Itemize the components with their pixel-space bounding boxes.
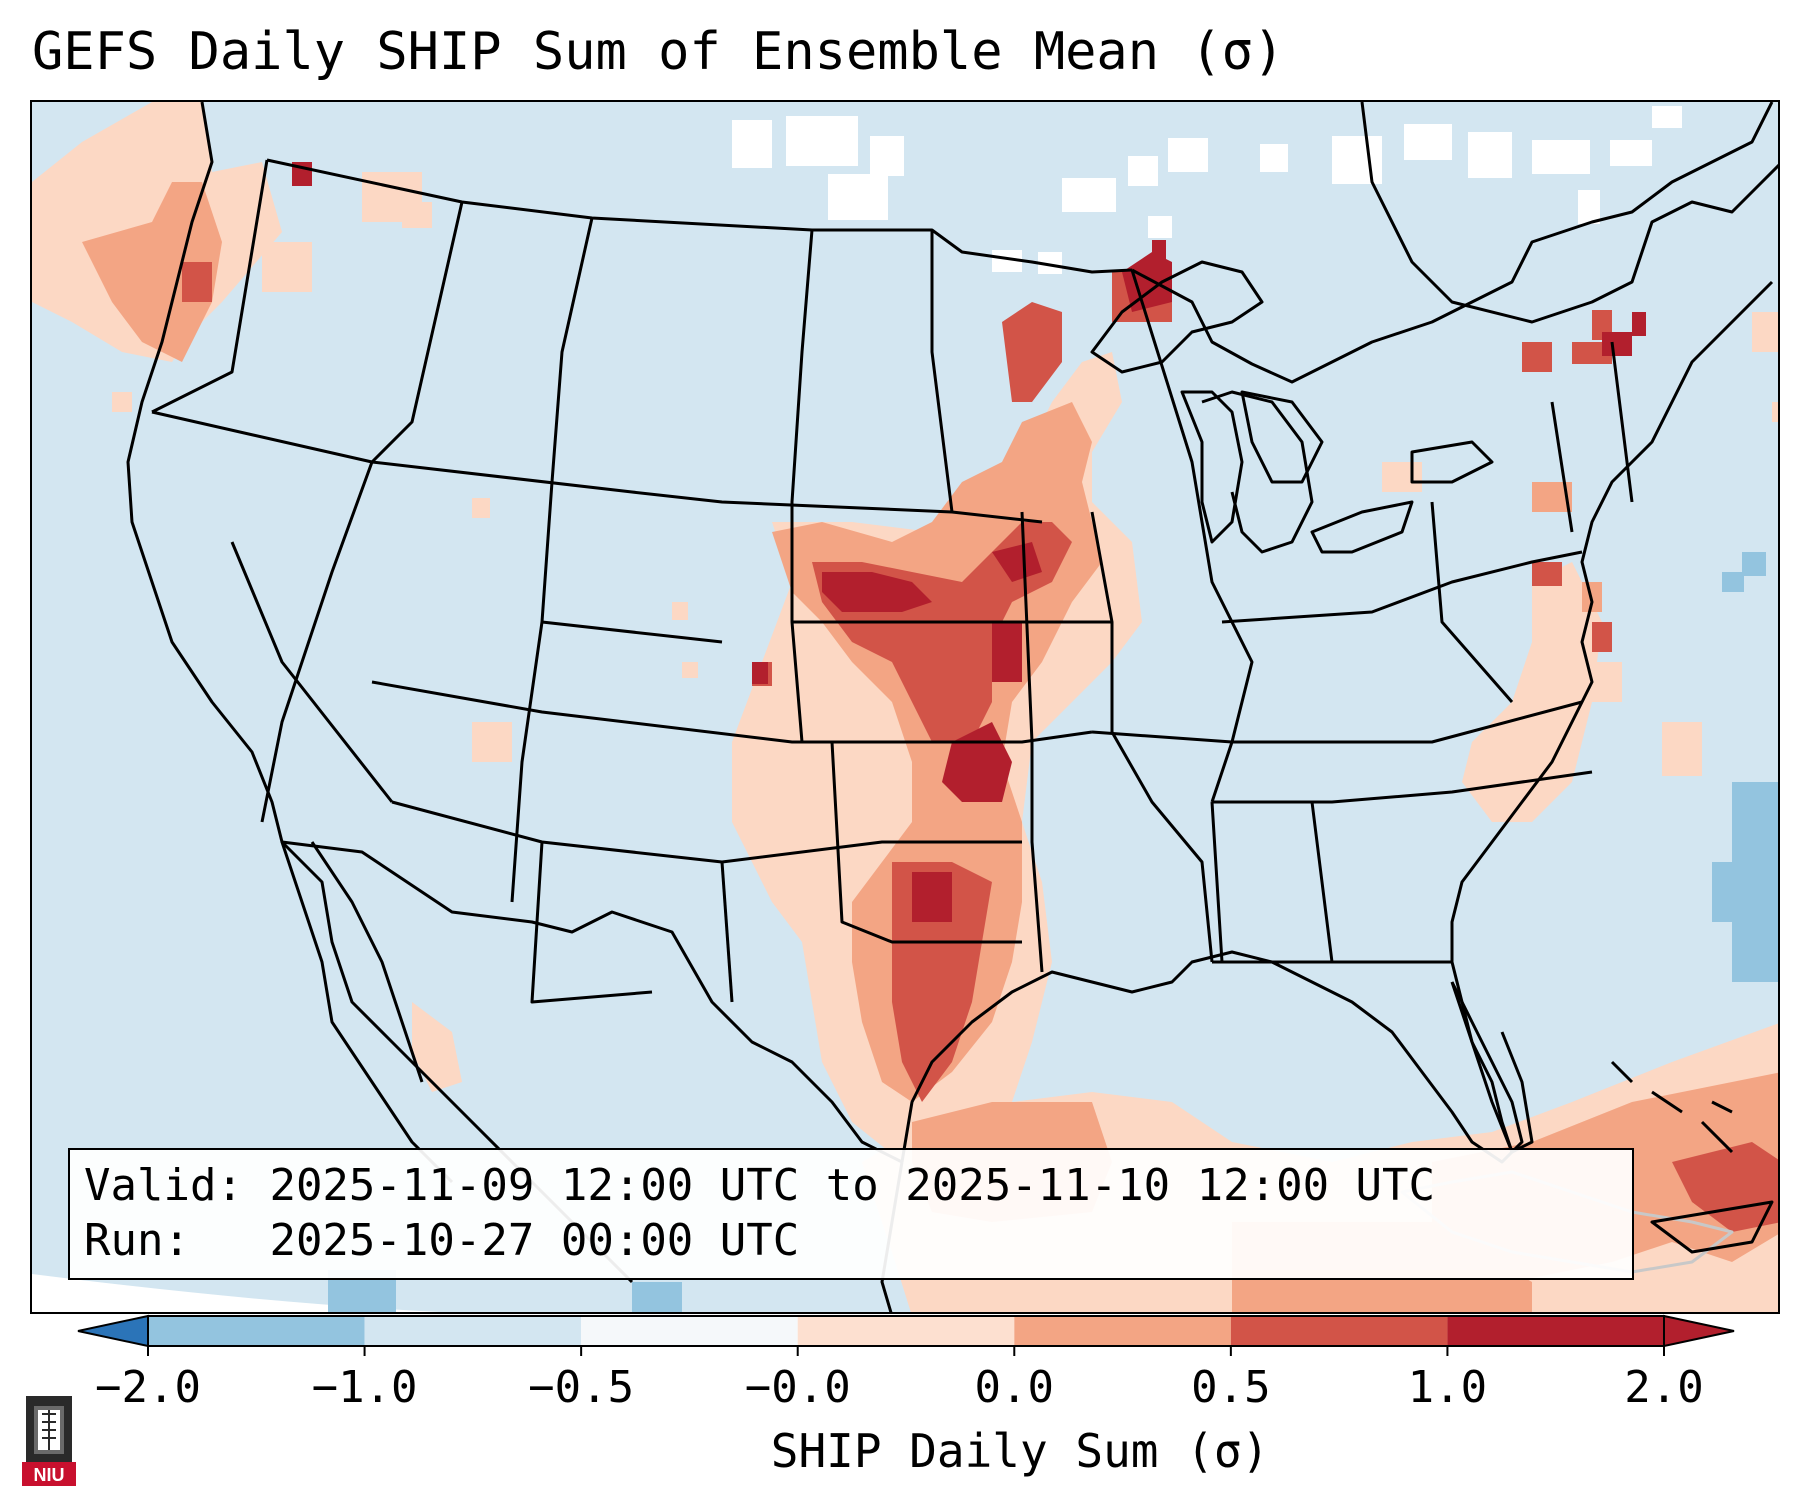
run-info-box: Valid: 2025-11-09 12:00 UTC to 2025-11-1… <box>68 1148 1634 1280</box>
niu-logo: NIU <box>22 1396 76 1486</box>
colorbar-segment <box>797 1316 1015 1346</box>
colorbar-tick-label: 1.0 <box>1407 1362 1488 1413</box>
colorbar-tick-label: −2.0 <box>95 1362 201 1413</box>
colorbar-tick-label: −0.0 <box>744 1362 851 1413</box>
colorbar-segment <box>1447 1316 1664 1346</box>
colorbar-segment <box>581 1316 798 1346</box>
ship-map[interactable] <box>32 102 1780 1314</box>
run-label: Run: <box>84 1215 190 1266</box>
boundaries <box>126 102 1778 1312</box>
missing-data-patches <box>732 106 1682 274</box>
logo-banner <box>22 1462 76 1486</box>
projection-edge-left <box>32 1274 440 1312</box>
colorbar-extend-high <box>1663 1314 1735 1348</box>
valid-value: 2025-11-09 12:00 UTC to 2025-11-10 12:00… <box>269 1160 1436 1211</box>
colorbar-segment <box>148 1316 365 1346</box>
map-title: GEFS Daily SHIP Sum of Ensemble Mean (σ) <box>32 22 1285 82</box>
colorbar-tick-label: −0.5 <box>528 1362 635 1413</box>
logo-text: NIU <box>34 1465 65 1485</box>
valid-label: Valid: <box>84 1160 243 1211</box>
colorbar-segment <box>364 1316 582 1346</box>
colorbar-tick-label: 0.0 <box>974 1362 1055 1413</box>
colorbar <box>77 1314 1735 1356</box>
colorbar-tick-label: 0.5 <box>1191 1362 1271 1413</box>
run-value: 2025-10-27 00:00 UTC <box>269 1215 800 1266</box>
colorbar-label: SHIP Daily Sum (σ) <box>770 1424 1270 1478</box>
colorbar-segment <box>1230 1316 1448 1346</box>
colorbar-segment <box>1014 1316 1231 1346</box>
colorbar-extend-low <box>77 1314 149 1348</box>
colorbar-tick-label: −1.0 <box>311 1362 418 1413</box>
colorbar-tick-label: 2.0 <box>1624 1362 1704 1413</box>
map-panel[interactable] <box>30 100 1780 1314</box>
colorbar-outline <box>147 1315 1665 1347</box>
